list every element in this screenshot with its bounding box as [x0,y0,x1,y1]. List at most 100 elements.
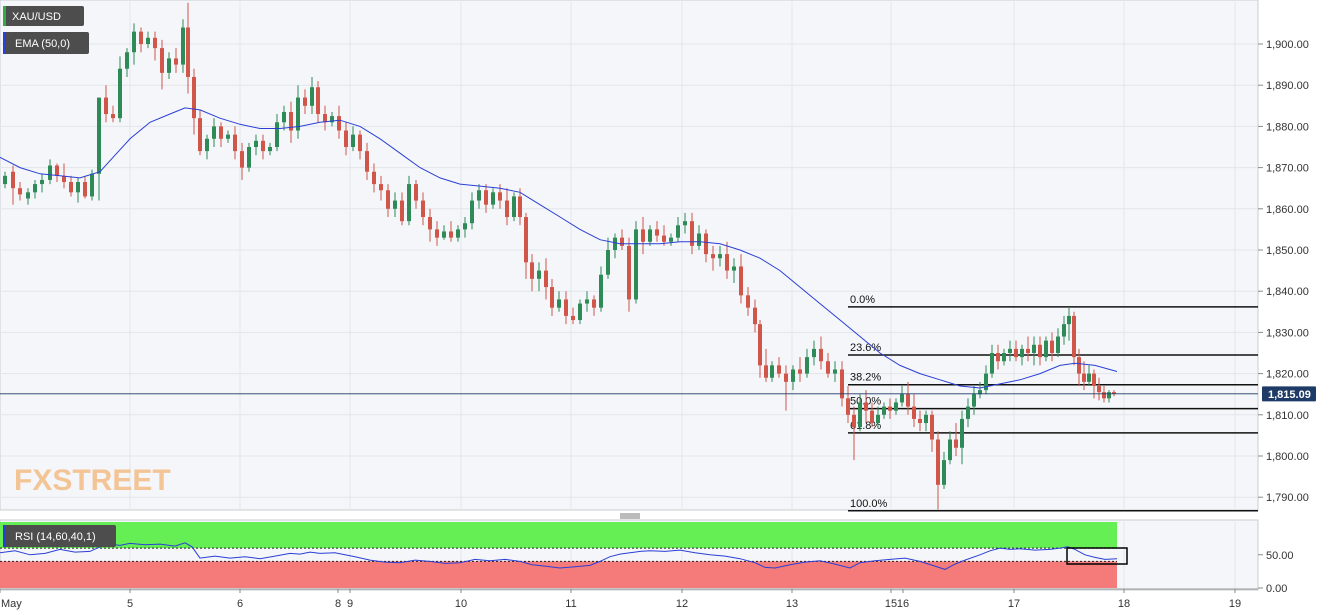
candle-body [1032,344,1036,353]
candle-body [358,134,362,152]
candle-body [344,130,348,147]
price-tick-label: 1,810.00 [1266,410,1309,422]
time-tick-label: 12 [676,598,688,610]
candle-body [118,68,122,119]
candle-body [1038,344,1042,358]
candle-body [676,225,680,238]
candle-body [449,231,453,238]
candle-body [954,439,958,448]
candle-body [226,134,230,139]
rsi-axis[interactable]: 0.00 50.00 [1258,550,1294,595]
candle-body [1062,324,1066,337]
candle-body [400,200,404,222]
candle-body [936,439,940,485]
candle-body [1102,392,1106,399]
candle-body [40,179,44,185]
time-tick-label: 16 [897,598,909,610]
candle-body [960,418,964,448]
candle-body [296,97,300,131]
candle-body [894,402,898,411]
price-tick-label: 1,790.00 [1266,492,1309,504]
candle-body [966,406,970,419]
candle-body [379,184,383,191]
candle-body [942,460,946,485]
candle-body [3,175,7,185]
rsi-legend[interactable]: RSI (14,60,40,1) [3,525,116,547]
candle-body [870,410,874,424]
candle-body [978,390,982,395]
panel-splitter-handle[interactable] [620,513,640,519]
candle-body [456,229,460,238]
candle-body [930,414,934,440]
candle-body [711,254,715,259]
candle-body [498,192,502,201]
candle-body [627,245,631,300]
candle-body [55,165,59,176]
fib-level-label: 23.6% [850,342,881,354]
candle-body [697,233,701,246]
candle-body [181,27,185,65]
candle-body [544,270,548,288]
ema-legend[interactable]: EMA (50,0) [3,32,89,54]
rsi-legend-label: RSI (14,60,40,1) [15,531,96,543]
price-tick-label: 1,870.00 [1266,163,1309,175]
candle-body [330,116,334,123]
price-tick-label: 1,850.00 [1266,245,1309,257]
candle-body [212,126,216,139]
ema-label: EMA (50,0) [15,38,70,50]
candle-body [812,348,816,358]
candle-body [1026,348,1030,353]
candle-body [97,97,101,174]
candle-body [571,315,575,321]
fib-level-label: 0.0% [850,294,875,306]
candle-body [198,118,202,152]
rsi-line [0,542,1118,570]
candle-body [48,165,52,180]
candle-body [261,140,265,152]
price-tick-label: 1,860.00 [1266,204,1309,216]
candle-body [219,126,223,139]
candle-body [69,182,73,193]
candle-body [725,254,729,271]
candle-body [592,299,596,308]
candle-body [912,406,916,419]
candle-body [791,369,795,382]
candle-body [372,171,376,185]
candle-body [662,235,666,242]
candle-body [578,303,582,321]
candle-body [254,140,258,147]
candle-body [33,184,37,193]
symbol-legend[interactable]: XAU/USD [3,6,84,26]
candle-body [247,147,251,168]
price-tick-label: 1,900.00 [1266,39,1309,51]
candle-body [146,37,150,44]
candle-body [174,58,178,65]
candle-body [924,414,928,424]
candle-body [906,394,910,407]
time-tick-label: 8 [335,598,341,610]
price-axis[interactable]: 1,790.00 1,800.00 1,810.00 1,820.00 1,830.00… [1258,39,1309,504]
ema-line [0,107,1118,389]
candle-body [972,394,976,407]
time-axis[interactable]: May 5 6 8 9 10 11 12 13 15 16 17 18 19 [0,588,1258,610]
time-tick-label: 15 [885,598,897,610]
candle-body [1067,315,1071,325]
candle-body [613,237,617,250]
fib-level-label: 38.2% [850,372,881,384]
candle-body [289,111,293,131]
candle-body [18,188,22,195]
candle-body [620,237,624,246]
candle-body [784,373,788,382]
rsi-highlight-box [1066,547,1128,565]
fibonacci-retracement[interactable]: 0.0%23.6%38.2%50.0%61.8%100.0% [848,294,1258,512]
rsi-tick-label: 0.00 [1266,583,1287,595]
rsi-oversold-band [0,561,1117,588]
time-tick-label: 9 [347,598,353,610]
rsi-tick-label: 50.00 [1266,550,1294,562]
candle-body [758,324,762,366]
candle-body [690,221,694,246]
candle-body [76,182,80,193]
candle-body [739,266,743,296]
candle-body [655,229,659,236]
